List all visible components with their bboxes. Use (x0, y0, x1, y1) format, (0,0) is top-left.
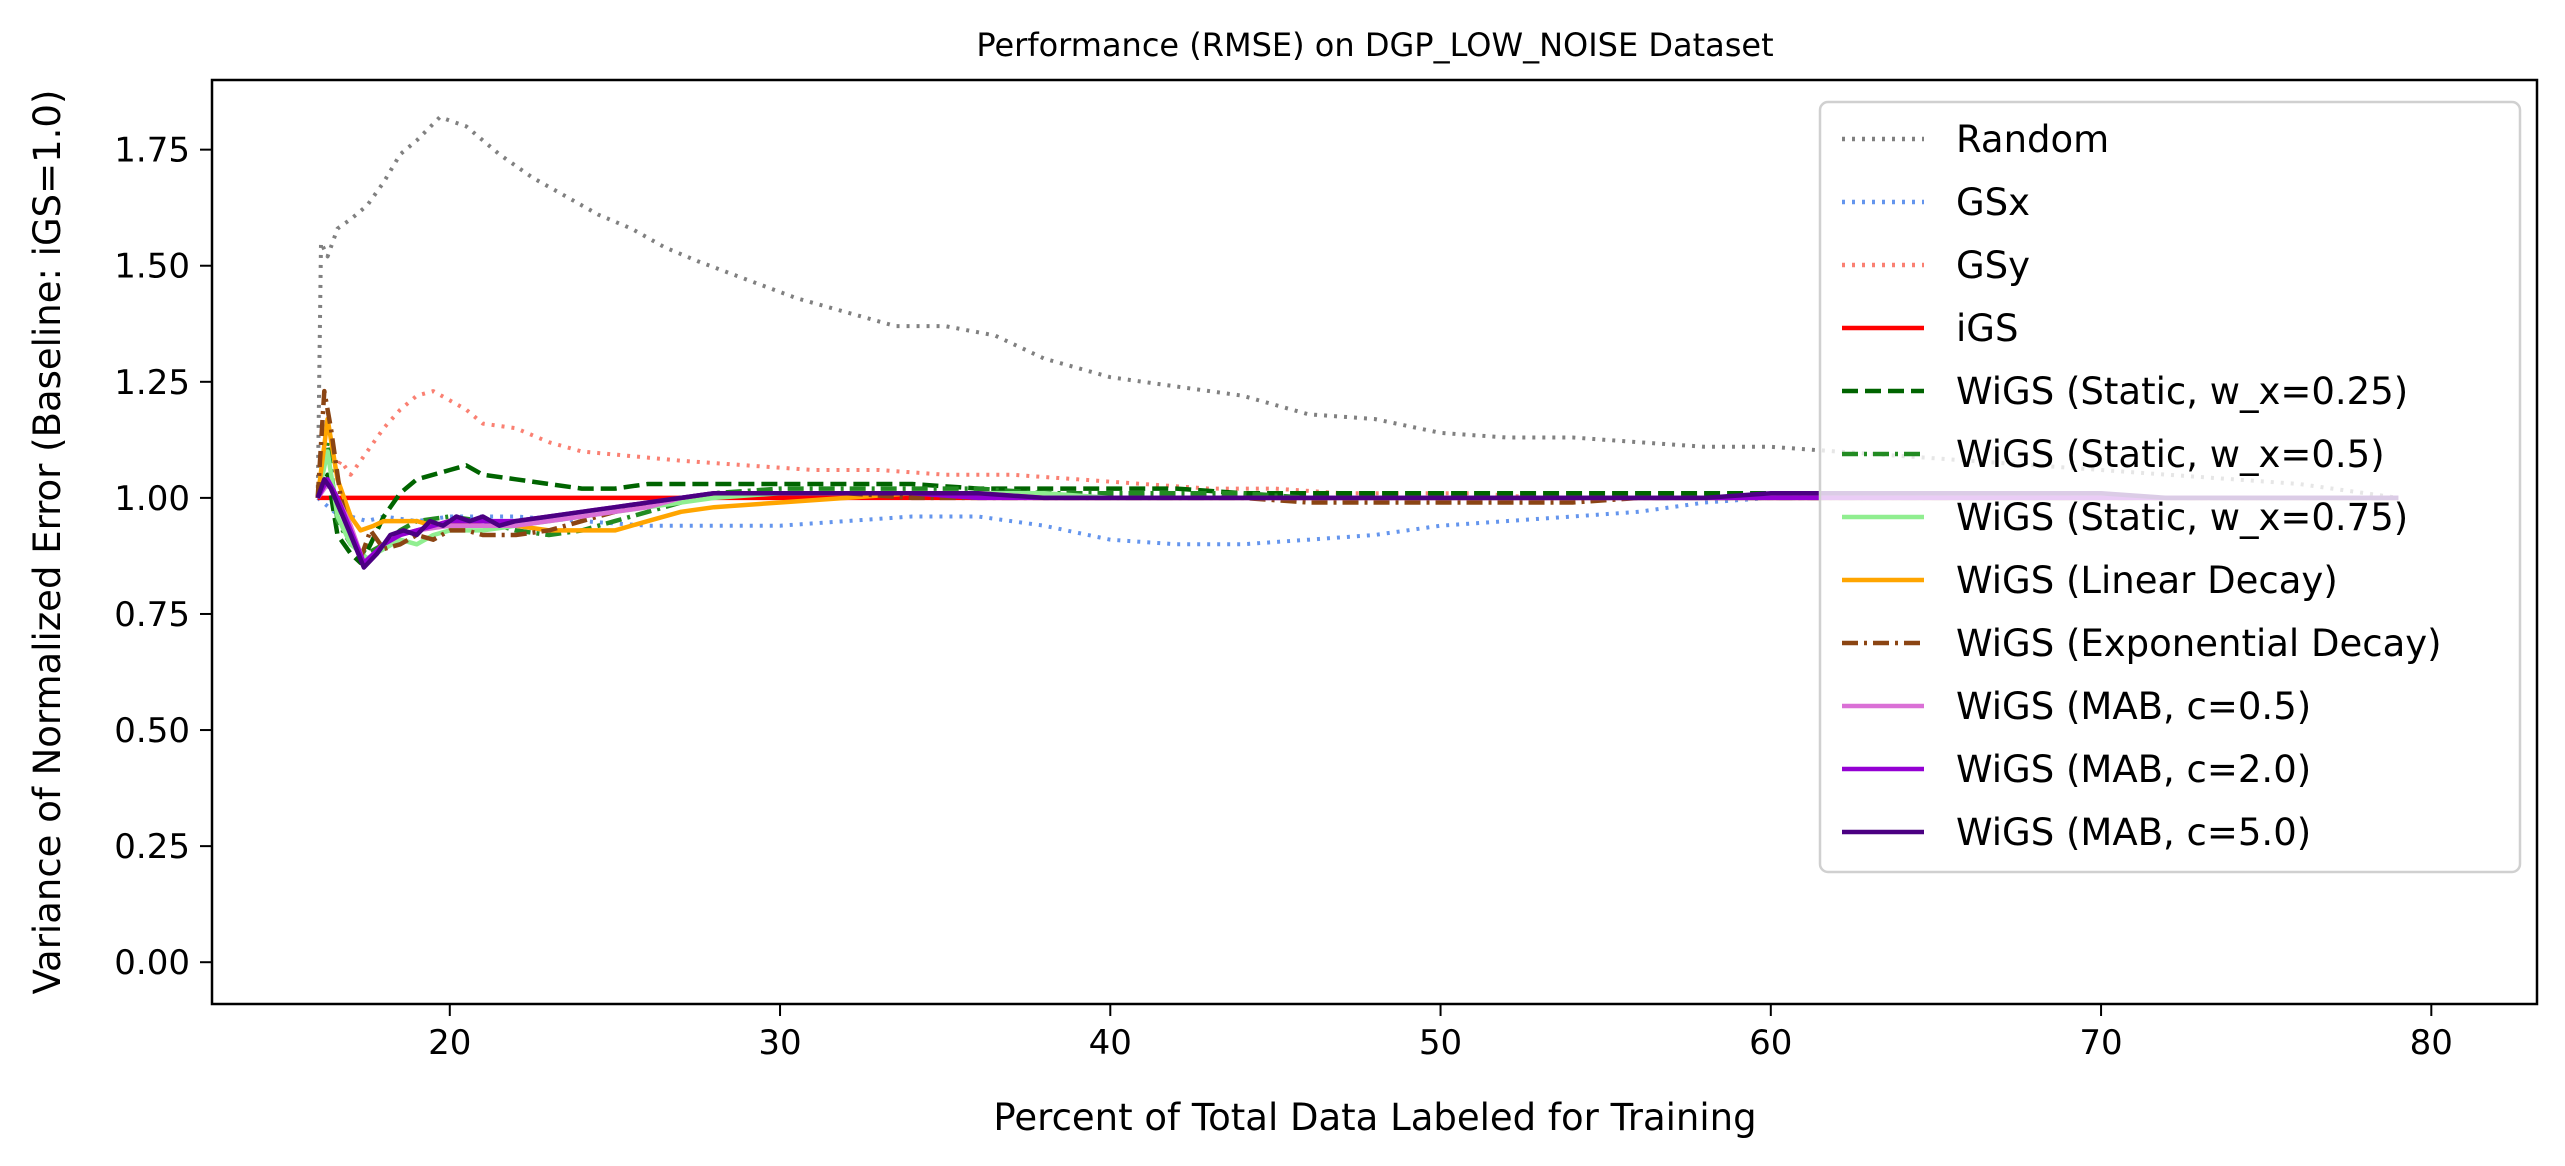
legend-box (1818, 100, 2522, 874)
legend-label-5: WiGS (Static, w_x=0.5) (1956, 433, 2385, 476)
x-tick-label: 40 (1089, 1023, 1132, 1063)
x-tick-label: 20 (428, 1023, 471, 1063)
y-tick-label: 1.00 (114, 479, 190, 519)
legend-label-4: WiGS (Static, w_x=0.25) (1956, 370, 2408, 413)
x-axis-label: Percent of Total Data Labeled for Traini… (993, 1096, 1756, 1139)
x-tick-label: 30 (758, 1023, 801, 1063)
y-tick-label: 1.75 (114, 131, 190, 171)
legend-label-9: WiGS (MAB, c=0.5) (1956, 685, 2311, 728)
legend-label-2: GSy (1956, 244, 2030, 287)
y-axis-ticks: 0.00 0.25 0.50 0.75 1.00 1.25 1.50 1.75 (114, 131, 212, 983)
plot-frame (210, 78, 2539, 1006)
y-tick-label: 1.25 (114, 363, 190, 403)
legend-label-7: WiGS (Linear Decay) (1956, 559, 2338, 602)
y-tick-label: 0.25 (114, 827, 190, 867)
legend: Random GSx GSy iGS WiGS (Static, w_x=0.25) Wi… (1818, 100, 2522, 874)
legend-label-8: WiGS (Exponential Decay) (1956, 622, 2442, 665)
chart-title: Performance (RMSE) on DGP_LOW_NOISE Data… (976, 26, 1773, 64)
legend-label-6: WiGS (Static, w_x=0.75) (1956, 496, 2408, 539)
x-tick-label: 70 (2079, 1023, 2122, 1063)
y-tick-label: 0.00 (114, 943, 190, 983)
legend-label-1: GSx (1956, 181, 2030, 224)
legend-label-0: Random (1956, 118, 2109, 161)
legend-label-3: iGS (1956, 307, 2018, 350)
legend-label-11: WiGS (MAB, c=5.0) (1956, 811, 2311, 854)
legend-label-10: WiGS (MAB, c=2.0) (1956, 748, 2311, 791)
x-tick-label: 80 (2410, 1023, 2453, 1063)
y-axis-label: Variance of Normalized Error (Baseline: … (26, 90, 69, 995)
x-tick-label: 60 (1749, 1023, 1792, 1063)
y-tick-label: 0.50 (114, 711, 190, 751)
x-tick-label: 50 (1419, 1023, 1462, 1063)
x-axis-ticks: 20 30 40 50 60 70 80 (428, 1004, 2453, 1063)
y-tick-label: 1.50 (114, 247, 190, 287)
y-tick-label: 0.75 (114, 595, 190, 635)
